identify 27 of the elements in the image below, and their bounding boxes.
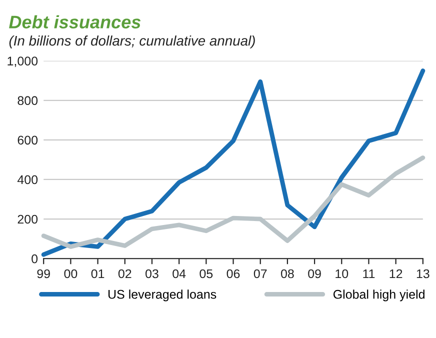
line-series [41,156,426,249]
x-tick-label: 10 [336,269,348,278]
x-tick-label: 07 [254,269,267,278]
x-tick-label: 01 [91,269,104,278]
x-tick-label: 00 [64,269,78,278]
y-tick-label: 400 [17,175,38,184]
line-series [41,68,426,257]
x-tick-label: 13 [416,269,430,278]
legend-label: Global high yield [333,290,424,302]
chart-title: Debt issuances [9,15,141,28]
x-tick-label: 04 [172,269,186,278]
y-tick-label: 200 [18,214,38,224]
x-tick-label: 09 [308,269,321,278]
x-tick-label: 02 [118,269,132,278]
y-tick-label: 0 [32,254,38,264]
x-tick-label: 08 [280,269,294,278]
x-tick-label: 12 [390,269,402,278]
x-tick-label: 99 [37,269,50,278]
y-tick-label: 800 [18,96,38,106]
x-tick-label: 11 [363,269,375,278]
y-tick-label: 1,000 [8,56,38,67]
y-tick-label: 600 [18,136,38,145]
x-tick-label: 06 [226,269,240,278]
x-tick-label: 05 [200,269,213,278]
chart-subtitle: (In billions of dollars; cumulative annual) [9,35,255,48]
legend-label: US leveraged loans [108,290,216,302]
x-tick-label: 03 [146,269,158,278]
